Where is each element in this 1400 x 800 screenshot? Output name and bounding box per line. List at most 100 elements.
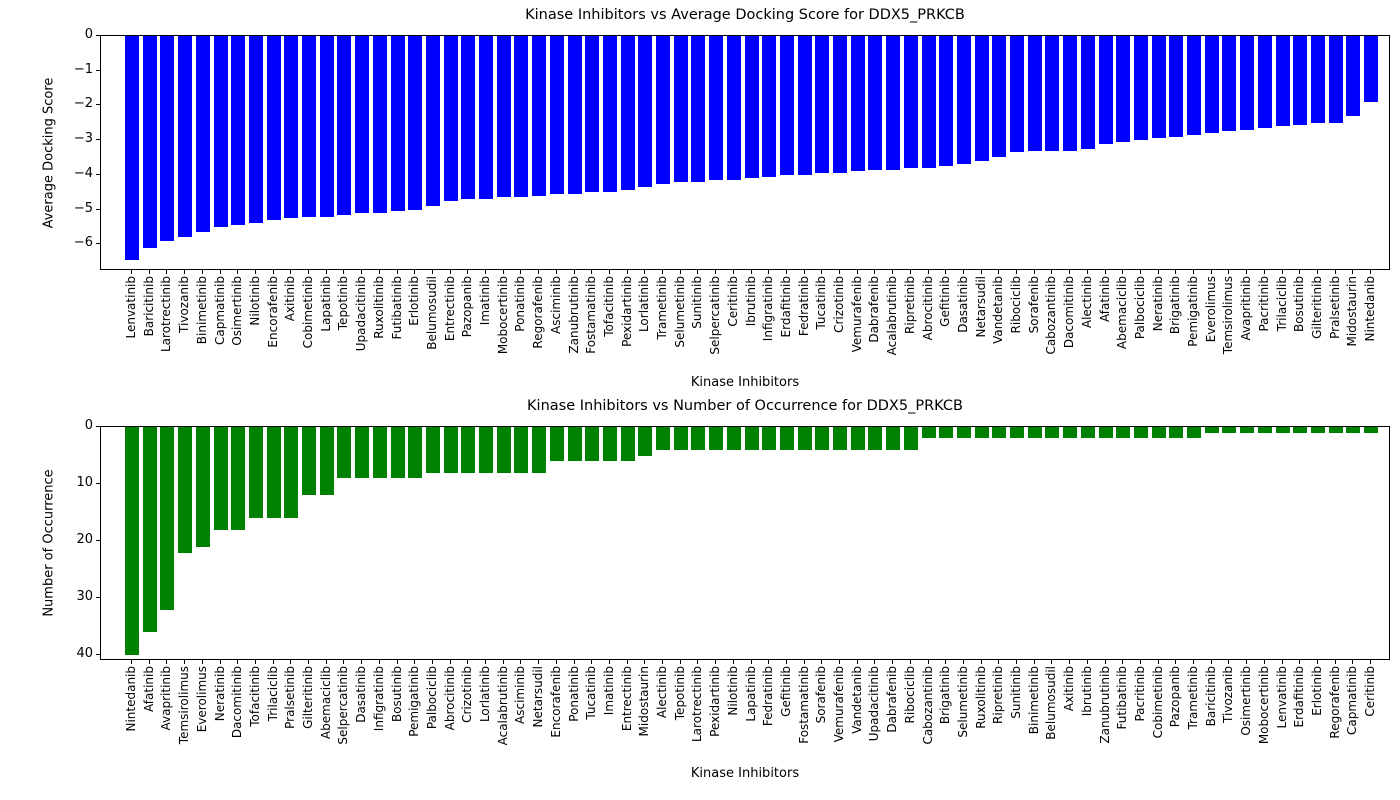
x-tick-mark: [945, 660, 947, 664]
x-tick-label: Everolimus: [1203, 276, 1218, 343]
y-tick-label: −4: [73, 165, 93, 181]
x-tick-mark: [1193, 270, 1194, 274]
x-tick-mark: [254, 270, 256, 274]
x-tick-mark: [272, 270, 274, 274]
y-tick-mark: [96, 35, 100, 36]
bar: [231, 427, 246, 530]
x-tick-label: Ripretinib: [902, 276, 917, 334]
y-tick-label: −5: [73, 200, 93, 216]
x-tick-label: Lorlatinib: [478, 666, 492, 723]
x-tick-label: Asciminib: [548, 276, 563, 334]
x-tick-mark: [308, 660, 309, 664]
plot-area: [100, 35, 1390, 270]
bar: [956, 427, 971, 439]
x-tick-label: Fostamatinib: [796, 666, 811, 744]
bar: [496, 427, 511, 473]
x-tick-label: Pemigatinib: [1186, 276, 1200, 347]
x-tick-mark: [520, 660, 522, 664]
x-tick-label: Ponatinib: [566, 666, 581, 722]
x-tick-mark: [396, 660, 398, 664]
y-axis-label: Average Docking Score: [41, 77, 57, 228]
x-tick-mark: [750, 660, 752, 664]
x-tick-label: Gilteritinib: [1309, 276, 1324, 339]
y-tick-mark: [96, 104, 100, 106]
x-tick-mark: [148, 270, 150, 274]
bar: [1204, 427, 1219, 433]
x-tick-mark: [485, 660, 486, 664]
y-tick-label: 10: [76, 475, 93, 491]
x-tick-label: Belumosudil: [424, 276, 439, 350]
bar: [1187, 36, 1201, 135]
x-tick-mark: [715, 660, 717, 664]
x-tick-mark: [1210, 660, 1212, 664]
bar: [195, 36, 210, 233]
x-tick-label: Osimertinib: [1239, 666, 1254, 736]
bar: [602, 427, 617, 462]
bar: [726, 427, 741, 450]
x-tick-label: Infigratinib: [761, 276, 776, 342]
x-tick-mark: [1210, 270, 1212, 274]
x-tick-label: Ceritinib: [1363, 666, 1377, 717]
x-tick-label: Neratinib: [212, 666, 227, 722]
bar: [886, 427, 901, 450]
bar: [602, 36, 617, 193]
x-tick-label: Pacritinib: [1256, 276, 1271, 332]
x-tick-mark: [1281, 660, 1283, 664]
x-tick-mark: [485, 270, 486, 274]
x-tick-label: Ceritinib: [725, 276, 740, 327]
x-tick-label: Lapatinib: [318, 276, 333, 332]
x-tick-label: Entrectinib: [442, 276, 457, 342]
x-tick-mark: [768, 660, 770, 664]
bar: [1027, 427, 1042, 439]
x-tick-mark: [449, 270, 451, 274]
x-tick-mark: [980, 660, 982, 664]
x-tick-label: Dacomitinib: [230, 666, 245, 739]
x-tick-mark: [361, 660, 363, 664]
x-tick-mark: [1033, 270, 1035, 274]
bar: [956, 36, 971, 165]
x-tick-mark: [449, 660, 451, 664]
y-tick-label: −3: [73, 131, 93, 147]
y-tick-mark: [96, 243, 100, 245]
x-tick-mark: [679, 270, 681, 274]
bar: [549, 427, 564, 462]
x-tick-label: Ruxolitinib: [371, 276, 386, 339]
x-tick-mark: [803, 270, 805, 274]
x-tick-label: Avapritinib: [1239, 276, 1254, 341]
x-tick-label: Afatinib: [141, 666, 156, 712]
x-tick-label: Dabrafenib: [885, 666, 900, 733]
bar: [886, 36, 901, 170]
x-tick-label: Regorafenib: [531, 276, 546, 349]
x-tick-label: Alectinib: [655, 666, 669, 719]
x-tick-mark: [184, 660, 186, 664]
x-tick-mark: [343, 270, 345, 274]
x-tick-label: Crizotinib: [832, 276, 846, 333]
x-tick-mark: [290, 660, 292, 664]
x-tick-label: Alectinib: [1079, 276, 1094, 329]
bar: [355, 427, 370, 479]
x-tick-label: Brigatinib: [938, 666, 953, 725]
bar: [125, 427, 139, 656]
x-tick-label: Pralsetinib: [1327, 276, 1342, 339]
y-tick-label: 40: [76, 646, 93, 662]
bar: [1027, 36, 1042, 151]
x-tick-label: Tivozanib: [1221, 666, 1236, 723]
x-tick-mark: [467, 660, 469, 664]
x-tick-label: Tofacitinib: [247, 666, 262, 727]
x-tick-mark: [1246, 660, 1248, 664]
y-axis-label: Number of Occurrence: [41, 469, 57, 617]
x-tick-label: Ibrutinib: [743, 276, 758, 327]
bar: [744, 36, 759, 179]
bar: [248, 427, 263, 519]
x-tick-label: Gefitinib: [778, 666, 793, 717]
x-tick-mark: [1157, 270, 1159, 274]
x-tick-label: Lenvatinib: [1274, 666, 1289, 729]
bar: [779, 427, 794, 450]
bar: [231, 36, 246, 226]
x-tick-mark: [396, 270, 398, 274]
bar: [744, 427, 759, 450]
x-tick-mark: [555, 270, 557, 274]
x-tick-label: Trilaciclib: [265, 666, 280, 722]
x-tick-mark: [166, 270, 168, 274]
x-tick-mark: [414, 660, 416, 664]
